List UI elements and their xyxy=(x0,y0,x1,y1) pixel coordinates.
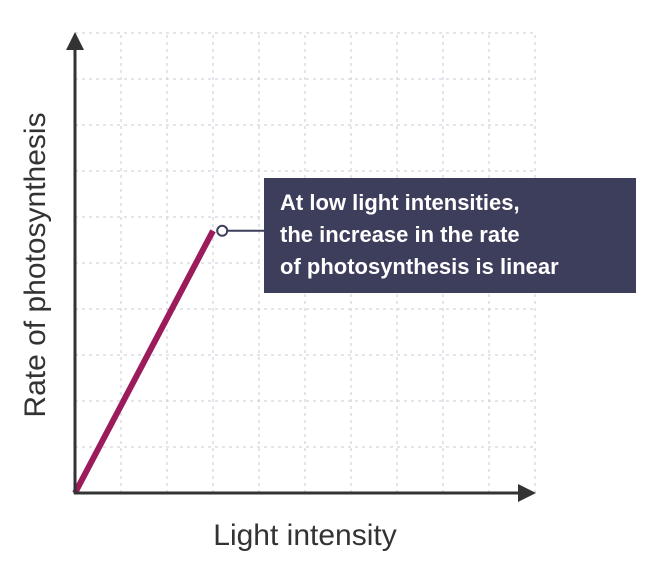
x-axis-arrowhead xyxy=(518,484,536,502)
annotation-box xyxy=(264,178,636,293)
x-axis-label: Light intensity xyxy=(213,519,396,552)
series-line xyxy=(72,229,216,495)
annotations: At low light intensities, the increase in… xyxy=(216,178,636,293)
annotation-text-line: the increase in the rate xyxy=(280,222,520,247)
axes xyxy=(66,32,536,502)
y-axis-label: Rate of photosynthesis xyxy=(19,112,52,417)
annotation-text-line: of photosynthesis is linear xyxy=(280,254,559,279)
annotation-text-line: At low light intensities, xyxy=(280,190,520,215)
annotation-marker xyxy=(216,224,229,237)
y-axis-arrowhead xyxy=(66,32,84,50)
series-layer xyxy=(72,229,216,495)
